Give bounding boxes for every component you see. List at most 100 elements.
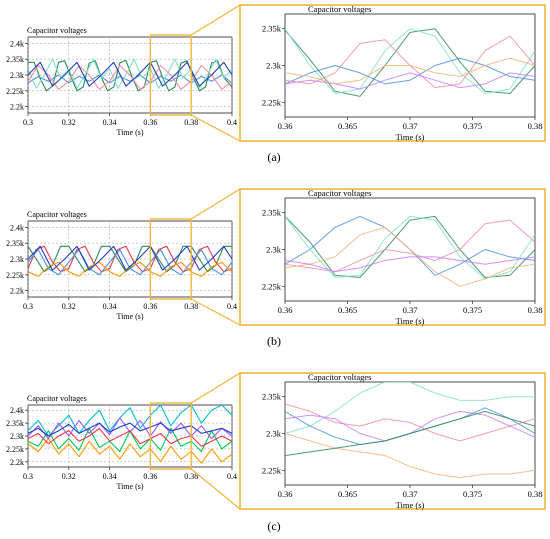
x-axis-label: Time (s) bbox=[396, 132, 425, 142]
x-tick-label: 0.36 bbox=[143, 302, 157, 311]
y-tick-label: 2.4k bbox=[10, 406, 24, 415]
x-axis-label: Time (s) bbox=[116, 312, 143, 321]
x-axis-label: Time (s) bbox=[116, 128, 143, 137]
series-line-6 bbox=[28, 422, 232, 437]
y-tick-label: 2.2k bbox=[10, 458, 24, 467]
zoom-connector-bottom bbox=[190, 114, 241, 142]
series-line-3 bbox=[285, 57, 535, 85]
chart-c-zoom: 0.36 0.365 0.37 0.375 0.38 2.25k 2.3k 2.35k Capa… bbox=[239, 372, 546, 510]
panel-label-b: (b) bbox=[267, 334, 281, 348]
x-axis-label: Time (s) bbox=[396, 316, 425, 326]
x-tick-label: 0.38 bbox=[528, 121, 543, 131]
chart-c-full: 0.3 0.32 0.34 0.36 0.38 0.4 2.2k 2.25k 2.3k 2.35k… bbox=[6, 394, 237, 491]
series-line-3 bbox=[285, 219, 535, 273]
x-tick-label: 0.4 bbox=[227, 472, 237, 481]
x-tick-label: 0.32 bbox=[62, 472, 76, 481]
y-tick-label: 2.35k bbox=[6, 419, 24, 428]
chart-title: Capacitor voltages bbox=[308, 372, 372, 382]
x-tick-label: 0.365 bbox=[338, 489, 357, 499]
series-line-4 bbox=[28, 417, 232, 440]
x-axis-label: Time (s) bbox=[116, 482, 143, 491]
series-line-2 bbox=[285, 403, 535, 442]
x-tick-label: 0.38 bbox=[184, 302, 198, 311]
x-tick-label: 0.34 bbox=[103, 118, 117, 127]
y-tick-label: 2.25k bbox=[262, 465, 282, 475]
zoom-highlight-box bbox=[149, 402, 192, 470]
x-tick-label: 0.38 bbox=[528, 305, 543, 315]
series-group bbox=[285, 215, 535, 287]
series-group bbox=[285, 28, 535, 97]
x-tick-label: 0.36 bbox=[143, 472, 157, 481]
x-tick-label: 0.36 bbox=[278, 121, 293, 131]
y-tick-label: 2.3k bbox=[10, 432, 24, 441]
series-line-6 bbox=[285, 57, 535, 85]
zoom-connector-bottom bbox=[190, 298, 241, 326]
series-group bbox=[285, 382, 535, 479]
x-tick-label: 0.3 bbox=[23, 472, 33, 481]
series-line-4 bbox=[28, 64, 232, 90]
y-tick-label: 2.3k bbox=[266, 429, 282, 439]
x-tick-label: 0.38 bbox=[184, 118, 198, 127]
series-line-5 bbox=[28, 61, 232, 87]
y-tick-label: 2.2k bbox=[10, 103, 24, 112]
x-tick-label: 0.36 bbox=[143, 118, 157, 127]
y-tick-label: 2.35k bbox=[6, 239, 24, 248]
panel-label-c: (c) bbox=[267, 519, 281, 533]
series-line-6 bbox=[285, 410, 535, 457]
y-tick-label: 2.25k bbox=[6, 87, 24, 96]
x-tick-label: 0.36 bbox=[278, 305, 293, 315]
zoom-connector-top bbox=[190, 372, 241, 404]
zoom-connector-top bbox=[190, 4, 241, 36]
series-line-6 bbox=[285, 256, 535, 273]
y-tick-label: 2.3k bbox=[10, 255, 24, 264]
chart-a-full: 0.3 0.32 0.34 0.36 0.38 0.4 2.2k 2.25k 2.3k 2.35k… bbox=[6, 26, 237, 137]
chart-b-zoom: 0.36 0.365 0.37 0.375 0.38 2.25k 2.3k 2.35k Capa… bbox=[239, 188, 546, 326]
y-tick-label: 2.2k bbox=[10, 287, 24, 296]
series-line-1 bbox=[28, 405, 232, 437]
x-tick-label: 0.3 bbox=[23, 118, 33, 127]
y-tick-label: 2.4k bbox=[10, 223, 24, 232]
x-axis-label: Time (s) bbox=[396, 500, 425, 510]
chart-title: Capacitor voltages bbox=[308, 188, 372, 198]
series-line-2 bbox=[28, 438, 232, 464]
series-line-5 bbox=[285, 72, 535, 90]
y-tick-label: 2.4k bbox=[10, 39, 24, 48]
x-tick-label: 0.365 bbox=[338, 305, 357, 315]
series-line-5 bbox=[28, 245, 232, 271]
chart-b-full: 0.3 0.32 0.34 0.36 0.38 0.4 2.2k 2.25k 2.3k 2.35k… bbox=[6, 210, 237, 321]
y-tick-label: 2.25k bbox=[6, 445, 24, 454]
series-line-5 bbox=[28, 427, 232, 447]
series-line-3 bbox=[28, 248, 232, 276]
zoom-connector-top bbox=[190, 188, 241, 220]
x-tick-label: 0.375 bbox=[463, 121, 482, 131]
series-line-4 bbox=[285, 215, 535, 280]
y-tick-label: 2.25k bbox=[262, 97, 282, 107]
y-tick-label: 2.3k bbox=[10, 71, 24, 80]
chart-a-zoom: 0.36 0.365 0.37 0.375 0.38 2.25k 2.3k 2.35k Capa… bbox=[239, 4, 546, 142]
x-tick-label: 0.34 bbox=[103, 302, 117, 311]
chart-title: Capacitor voltages bbox=[27, 26, 87, 35]
x-tick-label: 0.34 bbox=[103, 472, 117, 481]
x-tick-label: 0.37 bbox=[403, 489, 418, 499]
x-tick-label: 0.3 bbox=[23, 302, 33, 311]
x-tick-label: 0.37 bbox=[403, 305, 418, 315]
x-tick-label: 0.375 bbox=[463, 489, 482, 499]
zoom-connectors bbox=[149, 4, 241, 510]
x-tick-label: 0.38 bbox=[184, 472, 198, 481]
y-tick-label: 2.3k bbox=[266, 245, 282, 255]
series-line-2 bbox=[285, 28, 535, 94]
x-tick-label: 0.4 bbox=[227, 302, 237, 311]
series-line-3 bbox=[28, 58, 232, 89]
zoom-connector-bottom bbox=[190, 468, 241, 510]
x-tick-label: 0.32 bbox=[62, 302, 76, 311]
y-tick-label: 2.35k bbox=[262, 392, 282, 402]
chart-title: Capacitor voltages bbox=[27, 394, 87, 403]
zoom-highlight-box bbox=[149, 34, 192, 116]
y-tick-label: 2.35k bbox=[262, 208, 282, 218]
x-tick-label: 0.32 bbox=[62, 118, 76, 127]
x-tick-label: 0.375 bbox=[463, 305, 482, 315]
x-tick-label: 0.4 bbox=[227, 118, 237, 127]
y-tick-label: 2.35k bbox=[262, 24, 282, 34]
series-line-1 bbox=[285, 382, 535, 434]
